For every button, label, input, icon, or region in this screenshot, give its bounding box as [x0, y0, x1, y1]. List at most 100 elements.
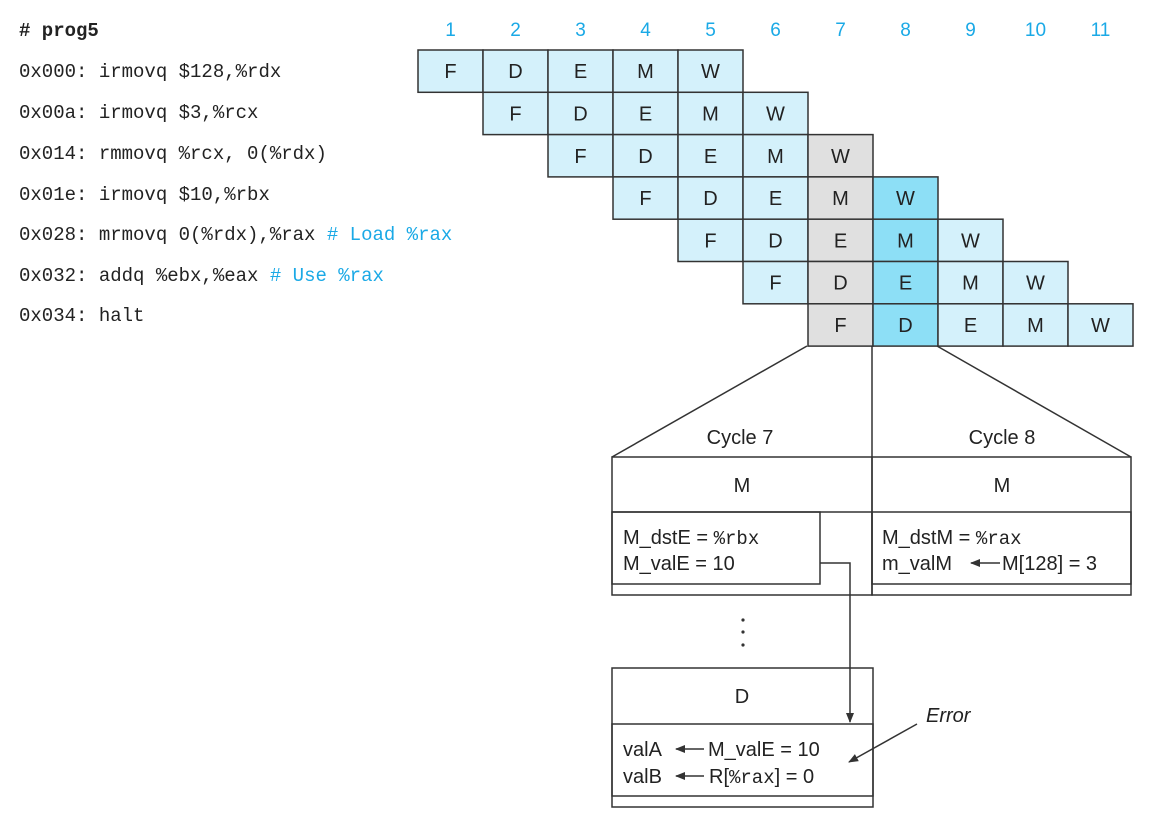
- cycle-number: 1: [445, 20, 456, 41]
- cycle-number: 5: [705, 20, 716, 41]
- stage-label: E: [964, 315, 977, 337]
- code-text: 0x01e: irmovq $10,%rbx: [19, 184, 270, 206]
- cycle-number: 3: [575, 20, 586, 41]
- stage-cell: [937, 260, 1004, 305]
- cycle-number: 6: [770, 20, 781, 41]
- stage-cell: [612, 176, 679, 220]
- stage-label: M: [702, 103, 719, 125]
- cycle8-valm-right: M[128] = 3: [1002, 553, 1097, 575]
- stage-label: W: [1026, 273, 1045, 295]
- code-text: 0x014: rmmovq %rcx, 0(%rdx): [19, 143, 327, 165]
- stage-cell: [1067, 303, 1134, 347]
- cycle8-stage-label: M: [994, 475, 1011, 497]
- stage-label: D: [508, 61, 522, 83]
- stage-cell: [612, 133, 679, 178]
- stage-label: W: [1091, 315, 1110, 337]
- ellipsis-dots: [741, 618, 745, 647]
- stage-label: W: [701, 61, 720, 83]
- code-line: 0x028: mrmovq 0(%rdx),%rax # Load %rax: [19, 224, 452, 246]
- zoom-line-right: [936, 345, 1132, 458]
- error-arrow: [848, 723, 918, 763]
- cycle8-title: Cycle 8: [969, 427, 1036, 449]
- stage-label: E: [834, 230, 847, 252]
- stage-label: D: [638, 146, 652, 168]
- stage-cell: [742, 218, 809, 263]
- stage-cell: [872, 176, 939, 220]
- stage-label: M: [1027, 315, 1044, 337]
- stage-label: E: [574, 61, 587, 83]
- stage-label: F: [444, 61, 456, 83]
- stage-label: M: [767, 146, 784, 168]
- stage-cell: [482, 49, 549, 94]
- code-comment: # Load %rax: [327, 224, 452, 246]
- stage-cell: [612, 91, 679, 136]
- cycle-number: 10: [1025, 20, 1046, 41]
- valb-left: valB: [623, 766, 662, 788]
- stage-cell: [482, 91, 549, 136]
- stage-label: M: [832, 188, 849, 210]
- code-comment: # Use %rax: [270, 265, 384, 287]
- stage-label: D: [898, 315, 912, 337]
- stage-cell: [417, 49, 484, 94]
- stage-label: E: [899, 273, 912, 295]
- cycle8-memory-stage: Cycle 8 M M_dstM = %rax m_valM M[128] = …: [871, 427, 1132, 596]
- valb-right: R[%rax] = 0: [709, 766, 814, 789]
- pipeline-grid: F D E M WF D E M WF D E M WF D E M WF D E M WF D E M WF D E M W: [417, 49, 1134, 347]
- code-text: 0x000: irmovq $128,%rdx: [19, 61, 281, 83]
- cycle7-vale: M_valE = 10: [623, 553, 735, 575]
- cycle7-dste: M_dstE = %rbx: [623, 527, 759, 550]
- code-text: 0x00a: irmovq $3,%rcx: [19, 102, 258, 124]
- stage-label: W: [961, 230, 980, 252]
- decode-register-box: [611, 723, 874, 797]
- cycle-number: 11: [1091, 20, 1111, 41]
- stage-label: E: [769, 188, 782, 210]
- cycle7-title: Cycle 7: [707, 427, 774, 449]
- decode-stage: D valA M_valE = 10 valB R[%rax] = 0: [611, 667, 874, 808]
- stage-label: F: [704, 230, 716, 252]
- stage-label: M: [897, 230, 914, 252]
- vala-right: M_valE = 10: [708, 739, 820, 761]
- stage-cell: [677, 176, 744, 220]
- code-text: 0x032: addq %ebx,%eax: [19, 265, 258, 287]
- cycle8-valm-left: m_valM: [882, 553, 952, 575]
- stage-cell: [742, 133, 809, 178]
- stage-label: D: [833, 273, 847, 295]
- stage-cell: [807, 303, 874, 347]
- code-line: 0x034: halt: [19, 305, 144, 327]
- program-listing: # prog5 0x000: irmovq $128,%rdx 0x00a: ir…: [19, 20, 452, 327]
- stage-label: M: [962, 273, 979, 295]
- stage-label: F: [509, 103, 521, 125]
- stage-cell: [1002, 260, 1069, 305]
- code-text: 0x028: mrmovq 0(%rdx),%rax: [19, 224, 315, 246]
- stage-label: F: [769, 273, 781, 295]
- cycle-number: 9: [965, 20, 976, 41]
- stage-label: F: [639, 188, 651, 210]
- cycle7-memory-stage: Cycle 7 M M_dstE = %rbx M_valE = 10: [611, 427, 873, 596]
- cycle-number-row: 1 2 3 4 5 6 7 8 9 10 11: [445, 20, 1110, 41]
- cycle7-stage-label: M: [734, 475, 751, 497]
- stage-label: D: [573, 103, 587, 125]
- stage-cell: [807, 260, 874, 305]
- stage-label: F: [574, 146, 586, 168]
- stage-label: D: [768, 230, 782, 252]
- stage-label: W: [896, 188, 915, 210]
- stage-label: W: [831, 146, 850, 168]
- code-line: 0x014: rmmovq %rcx, 0(%rdx): [19, 143, 327, 165]
- decode-stage-label: D: [735, 686, 749, 708]
- stage-label: D: [703, 188, 717, 210]
- stage-label: E: [704, 146, 717, 168]
- stage-label: W: [766, 103, 785, 125]
- stage-cell: [1002, 303, 1069, 347]
- vala-left: valA: [623, 739, 663, 761]
- cycle-number: 7: [835, 20, 846, 41]
- stage-cell: [742, 91, 809, 136]
- program-title: # prog5: [19, 20, 99, 42]
- stage-cell: [677, 218, 744, 263]
- stage-cell: [742, 176, 809, 220]
